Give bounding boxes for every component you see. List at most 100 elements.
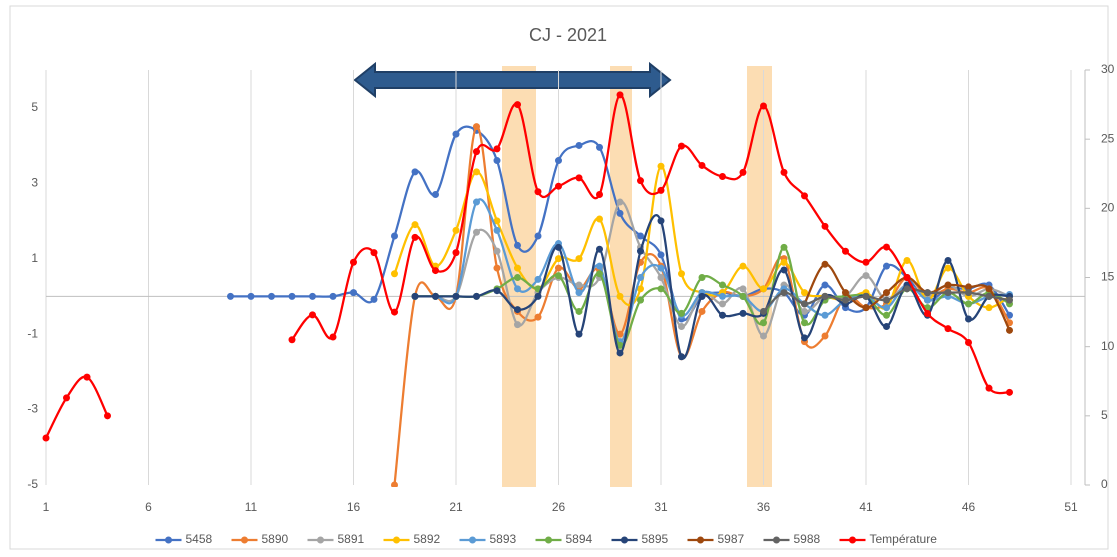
data-point [350,258,357,266]
legend-label: 5890 [262,532,289,546]
data-point [555,272,562,280]
legend-marker [849,536,856,544]
highlight-band [747,66,772,487]
data-point [432,191,439,198]
data-point [965,283,972,291]
data-point [739,262,747,270]
data-point [575,289,583,297]
data-point [309,292,316,300]
data-point [924,289,931,297]
data-point [637,177,644,185]
data-point [821,292,829,300]
data-point [370,295,378,303]
data-point [719,300,726,308]
data-point [493,264,501,272]
data-point [514,264,521,272]
legend-label: Température [870,532,938,546]
x-tick-label: 46 [962,500,976,514]
data-point [637,285,644,293]
data-point [944,257,952,265]
data-point [616,341,624,349]
data-point [780,168,788,176]
data-point [534,292,542,300]
data-point [288,292,296,300]
x-tick-label: 11 [245,500,258,514]
legend-label: 5988 [794,532,821,546]
data-point [411,221,419,229]
data-point [903,257,911,265]
data-point [596,191,603,198]
data-point [657,264,665,272]
data-point [452,226,460,234]
y2-tick-label: 20 [1101,201,1115,215]
x-tick-label: 21 [449,500,463,514]
data-point [760,319,767,327]
y2-tick-label: 10 [1101,339,1115,353]
data-point [657,217,665,225]
data-point [801,307,808,315]
data-point [883,262,890,270]
data-point [575,307,583,315]
data-point [965,339,972,347]
data-point [985,285,993,293]
series-line [230,125,1011,322]
legend-marker [697,536,704,544]
data-point [616,349,624,357]
data-point [514,321,521,329]
data-point [616,91,624,99]
data-point [493,226,501,234]
data-point [739,168,747,176]
data-point [760,285,767,293]
data-point [575,141,583,149]
data-point [883,323,890,331]
data-point [637,296,644,304]
y-tick-label: 1 [31,251,38,265]
legend-label: 5895 [642,532,669,546]
data-point [575,255,583,263]
y-tick-label: -3 [27,402,38,416]
data-point [801,192,808,200]
data-point [104,412,111,420]
data-point [739,292,747,300]
data-point [780,243,788,251]
data-point [514,274,521,281]
data-point [616,209,624,217]
data-point [760,307,767,315]
data-point [801,289,808,297]
data-point [473,292,480,300]
data-point [965,289,972,297]
data-point [452,292,460,300]
data-point [821,281,829,289]
data-point [883,243,890,251]
legend-label: 5891 [338,532,365,546]
data-point [411,168,419,176]
data-point [698,292,706,300]
data-point [903,274,911,281]
data-point [596,215,603,223]
x-tick-label: 6 [145,500,152,514]
y-tick-label: -5 [27,477,38,491]
highlight-band [610,66,632,487]
arrow [353,61,672,99]
data-point [268,292,275,300]
data-point [534,188,542,196]
data-point [473,198,480,206]
data-point [350,289,357,297]
legend-label: 5893 [490,532,517,546]
data-point [493,247,501,255]
data-point [596,270,603,278]
data-point [329,333,337,341]
data-point [780,289,788,297]
data-point [842,289,849,297]
data-point [678,323,685,331]
data-point [637,232,644,240]
legend-marker [165,536,172,544]
data-point [1006,311,1013,319]
legend-marker [545,536,552,544]
data-point [534,232,542,240]
data-point [678,309,685,317]
data-point [473,168,480,176]
data-point [555,264,562,272]
data-point [637,274,644,281]
